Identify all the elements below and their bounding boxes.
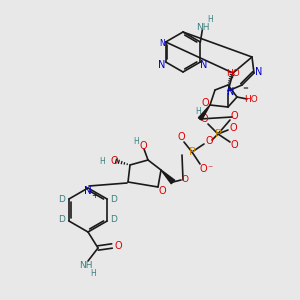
Text: HO: HO — [244, 95, 258, 104]
Text: O: O — [200, 114, 208, 124]
Polygon shape — [198, 105, 210, 120]
Text: N: N — [158, 60, 165, 70]
Text: O: O — [205, 136, 213, 146]
Text: H: H — [90, 269, 96, 278]
Text: O: O — [201, 98, 209, 108]
Text: D: D — [58, 196, 65, 205]
Text: N: N — [227, 87, 235, 97]
Text: NH: NH — [79, 262, 93, 271]
Text: H: H — [207, 16, 213, 25]
Text: O: O — [114, 241, 122, 251]
Text: N: N — [200, 60, 207, 70]
Text: O: O — [230, 111, 238, 121]
Text: O: O — [139, 141, 147, 151]
Text: N: N — [84, 186, 92, 196]
Text: O: O — [110, 156, 118, 166]
Text: O: O — [229, 123, 237, 133]
Text: O: O — [177, 132, 185, 142]
Text: NH: NH — [196, 23, 210, 32]
Text: O: O — [199, 164, 207, 174]
Text: P: P — [214, 129, 221, 139]
Text: O: O — [182, 176, 188, 184]
Text: O: O — [230, 140, 238, 150]
Text: H: H — [133, 136, 139, 146]
Text: N: N — [255, 67, 263, 77]
Text: H: H — [195, 107, 201, 116]
Text: O: O — [158, 186, 166, 196]
Text: D: D — [111, 196, 118, 205]
Text: ⁻: ⁻ — [207, 164, 213, 174]
Text: P: P — [189, 147, 195, 157]
Polygon shape — [161, 170, 175, 184]
Text: D: D — [111, 215, 118, 224]
Text: =: = — [242, 85, 248, 91]
Text: +: + — [92, 191, 98, 200]
Text: D: D — [58, 215, 65, 224]
Text: H: H — [99, 157, 105, 166]
Text: HO: HO — [226, 68, 240, 77]
Text: N: N — [159, 38, 165, 47]
